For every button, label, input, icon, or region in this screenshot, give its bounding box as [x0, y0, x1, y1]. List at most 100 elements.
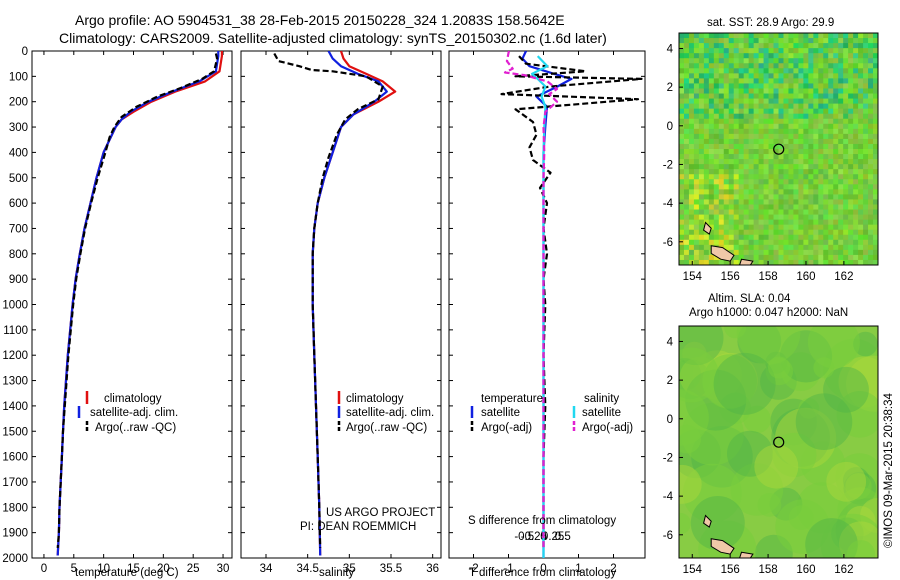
sst-cell: [753, 33, 760, 39]
sst-cell: [843, 224, 849, 231]
sst-cell: [748, 199, 755, 206]
sst-cell: [858, 189, 864, 195]
sst-cell: [868, 189, 874, 195]
sst-cell: [708, 254, 715, 261]
sst-cell: [738, 98, 745, 105]
sst-cell: [813, 63, 819, 69]
sst-cell: [728, 138, 735, 145]
sst-cell: [683, 103, 690, 110]
sst-cell: [848, 133, 854, 140]
sst-cell: [703, 174, 710, 180]
sst-cell: [853, 149, 859, 155]
sst-cell: [818, 43, 824, 49]
sst-cell: [853, 138, 859, 145]
sst-cell: [798, 199, 804, 206]
sst-cell: [778, 73, 785, 79]
sst-cell: [813, 128, 819, 135]
sst-cell: [788, 234, 795, 241]
sst-cell: [823, 83, 829, 90]
sst-cell: [863, 128, 869, 135]
sst-cell: [738, 174, 745, 180]
sst-cell: [693, 88, 700, 95]
sst-map-xtick-label: 154: [683, 271, 703, 283]
sst-cell: [823, 93, 829, 100]
sst-cell: [768, 43, 775, 49]
sst-cell: [803, 199, 809, 206]
sst-cell: [698, 93, 705, 100]
sst-cell: [768, 48, 775, 54]
sst-cell: [683, 63, 690, 69]
title-line-1: Argo profile: AO 5904531_38 28-Feb-2015 …: [75, 12, 565, 28]
sst-cell: [718, 38, 725, 44]
sst-cell: [693, 108, 700, 115]
sst-cell: [718, 159, 725, 165]
sst-cell: [778, 159, 785, 165]
sst-cell: [688, 83, 695, 90]
sst-cell: [683, 249, 690, 256]
sst-cell: [833, 43, 839, 49]
sst-cell: [763, 229, 770, 236]
sst-cell: [848, 53, 854, 59]
difference-xtick-label: 0: [540, 563, 546, 575]
sst-cell: [873, 93, 878, 100]
sst-cell: [728, 38, 735, 44]
sst-cell: [693, 78, 700, 85]
sst-cell: [748, 88, 755, 95]
sst-cell: [863, 249, 869, 256]
sst-cell: [733, 78, 740, 85]
sst-cell: [828, 249, 834, 256]
sst-cell: [798, 138, 804, 145]
sst-cell: [833, 229, 839, 236]
sst-cell: [853, 108, 859, 115]
sst-cell: [768, 214, 775, 221]
credit-pi: PI: DEAN ROEMMICH: [300, 521, 416, 533]
sst-cell: [728, 88, 735, 95]
sst-cell: [683, 169, 690, 175]
sst-cell: [698, 68, 705, 74]
sst-cell: [708, 118, 715, 125]
sst-cell: [793, 244, 799, 251]
sst-cell: [688, 103, 695, 110]
sst-cell: [688, 159, 695, 165]
sst-cell: [698, 229, 705, 236]
sst-cell: [833, 164, 839, 170]
sst-cell: [763, 184, 770, 190]
sst-cell: [828, 88, 834, 95]
sst-cell: [868, 199, 874, 206]
sst-cell: [838, 209, 844, 216]
sst-cell: [743, 159, 750, 165]
sst-cell: [728, 48, 735, 54]
sst-cell: [813, 254, 819, 261]
sst-cell: [868, 239, 874, 246]
sst-cell: [693, 33, 700, 39]
sst-cell: [868, 174, 874, 180]
sst-cell: [679, 209, 685, 216]
sst-cell: [758, 68, 765, 74]
sst-cell: [818, 123, 824, 130]
sst-cell: [843, 83, 849, 90]
sst-cell: [853, 73, 859, 79]
sla-map-title-2: Argo h1000: 0.047 h2000: NaN: [689, 307, 848, 319]
sst-cell: [788, 143, 795, 150]
sst-cell: [818, 33, 824, 39]
sst-cell: [753, 154, 760, 160]
sst-cell: [808, 189, 814, 195]
sst-cell: [863, 113, 869, 120]
sst-cell: [853, 234, 859, 241]
sst-cell: [708, 234, 715, 241]
sst-cell: [693, 138, 700, 145]
sst-cell: [808, 128, 814, 135]
sst-cell: [728, 199, 735, 206]
sst-cell: [793, 174, 799, 180]
sst-cell: [713, 219, 720, 226]
sst-cell: [758, 103, 765, 110]
sst-cell: [748, 159, 755, 165]
sst-cell: [728, 224, 735, 231]
sst-cell: [763, 234, 770, 241]
sst-cell: [708, 143, 715, 150]
sst-cell: [703, 209, 710, 216]
sst-cell: [718, 143, 725, 150]
sst-cell: [738, 164, 745, 170]
sst-cell: [788, 98, 795, 105]
sst-cell: [808, 214, 814, 221]
